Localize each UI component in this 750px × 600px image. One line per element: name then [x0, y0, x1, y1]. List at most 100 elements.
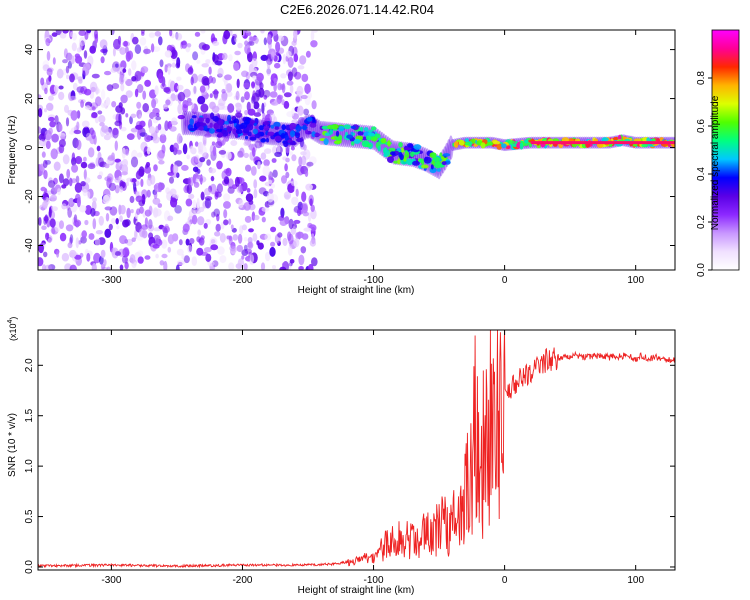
heat-cell [283, 92, 292, 98]
colorbar-tick-label: 0.8 [696, 71, 707, 85]
heat-cell [135, 170, 142, 180]
heat-cell [114, 251, 121, 256]
heat-cell [223, 201, 231, 209]
heat-cell [40, 186, 47, 192]
heat-cell [166, 44, 173, 53]
heat-cell [170, 197, 178, 208]
heat-cell [225, 83, 233, 93]
heat-cell [49, 194, 58, 202]
heat-cell [125, 148, 129, 156]
heat-cell [301, 191, 307, 203]
heat-cell [161, 253, 168, 259]
heat-cell [197, 141, 204, 153]
heat-cell [230, 224, 234, 230]
heat-cell [263, 94, 268, 100]
heat-cell [280, 73, 287, 79]
heat-cell [167, 65, 171, 75]
heat-cell [237, 42, 243, 49]
heat-cell [56, 250, 60, 258]
heat-cell [197, 130, 202, 136]
heat-cell [289, 84, 294, 94]
heat-cell [302, 124, 308, 131]
heat-cell [104, 176, 113, 182]
heat-cell [256, 240, 260, 246]
heat-cell [406, 158, 414, 166]
heat-cell [365, 135, 372, 141]
heat-cell [84, 219, 89, 226]
heat-cell [187, 245, 193, 253]
heat-cell [310, 30, 315, 41]
heat-cell [148, 126, 156, 134]
heat-cell [152, 136, 160, 144]
heat-cell [295, 95, 301, 104]
heat-cell [62, 154, 70, 165]
heat-cell [51, 133, 59, 143]
heat-cell [174, 32, 183, 41]
heat-cell [218, 119, 224, 126]
heat-cell [93, 252, 101, 264]
heat-cell [176, 260, 185, 266]
heat-cell [350, 131, 354, 135]
heat-cell [398, 142, 403, 148]
heat-cell [245, 193, 254, 203]
heat-cell [79, 205, 87, 213]
heat-cell [262, 121, 270, 126]
heat-cell [43, 169, 48, 180]
heat-cell [119, 74, 125, 85]
heat-cell [114, 177, 120, 183]
heat-cell [388, 147, 396, 153]
heat-cell [267, 131, 275, 136]
heat-cell [350, 141, 355, 146]
heat-cell [115, 218, 119, 225]
heat-cell [334, 140, 342, 144]
heat-cell [255, 89, 261, 98]
heat-cell [277, 94, 284, 100]
heat-cell [71, 32, 77, 41]
y-tick-label: 0.0 [24, 560, 35, 574]
heat-cell [61, 184, 67, 189]
heat-cell [57, 188, 61, 196]
heat-cell [283, 100, 290, 109]
heat-cell [133, 181, 137, 192]
heat-cell [234, 50, 241, 56]
heat-cell [384, 149, 391, 157]
heat-cell [297, 105, 304, 116]
colorbar: 0.0 0.2 0.4 0.6 0.8 Normalized spectral ampl… [696, 29, 740, 277]
heat-cell [228, 54, 233, 62]
heat-cell [196, 236, 201, 243]
heat-cell [98, 215, 105, 226]
heat-cell [442, 153, 451, 157]
heat-cell [159, 133, 167, 144]
heat-cell [245, 123, 254, 131]
heat-cell [201, 44, 210, 51]
heat-cell [216, 160, 223, 170]
heat-cell [280, 207, 285, 218]
heat-cell [211, 141, 216, 146]
heat-cell [323, 138, 329, 146]
heat-cell [202, 134, 207, 145]
heat-cell [141, 31, 145, 36]
y-tick-label: 1.0 [24, 459, 35, 473]
heat-cell [177, 103, 183, 115]
heat-cell [252, 75, 257, 80]
heat-cell [235, 90, 240, 101]
heat-cell [290, 130, 295, 138]
heat-cell [271, 158, 277, 163]
heat-cell [105, 159, 114, 165]
heat-cell [90, 113, 98, 119]
heat-cell [65, 224, 74, 232]
y-tick-label: -20 [24, 189, 35, 204]
heat-cell [115, 63, 119, 68]
heat-cell [126, 133, 135, 141]
heat-cell [249, 136, 257, 141]
heat-cell [112, 47, 116, 57]
heat-cell [191, 115, 197, 119]
heat-cell [170, 49, 178, 60]
heat-cell [199, 122, 207, 127]
heat-cell [88, 147, 95, 158]
heat-cell [173, 82, 179, 93]
heat-cell [125, 113, 129, 118]
heat-cell [211, 77, 216, 84]
heat-cell [134, 88, 139, 98]
heat-cell [309, 239, 317, 247]
